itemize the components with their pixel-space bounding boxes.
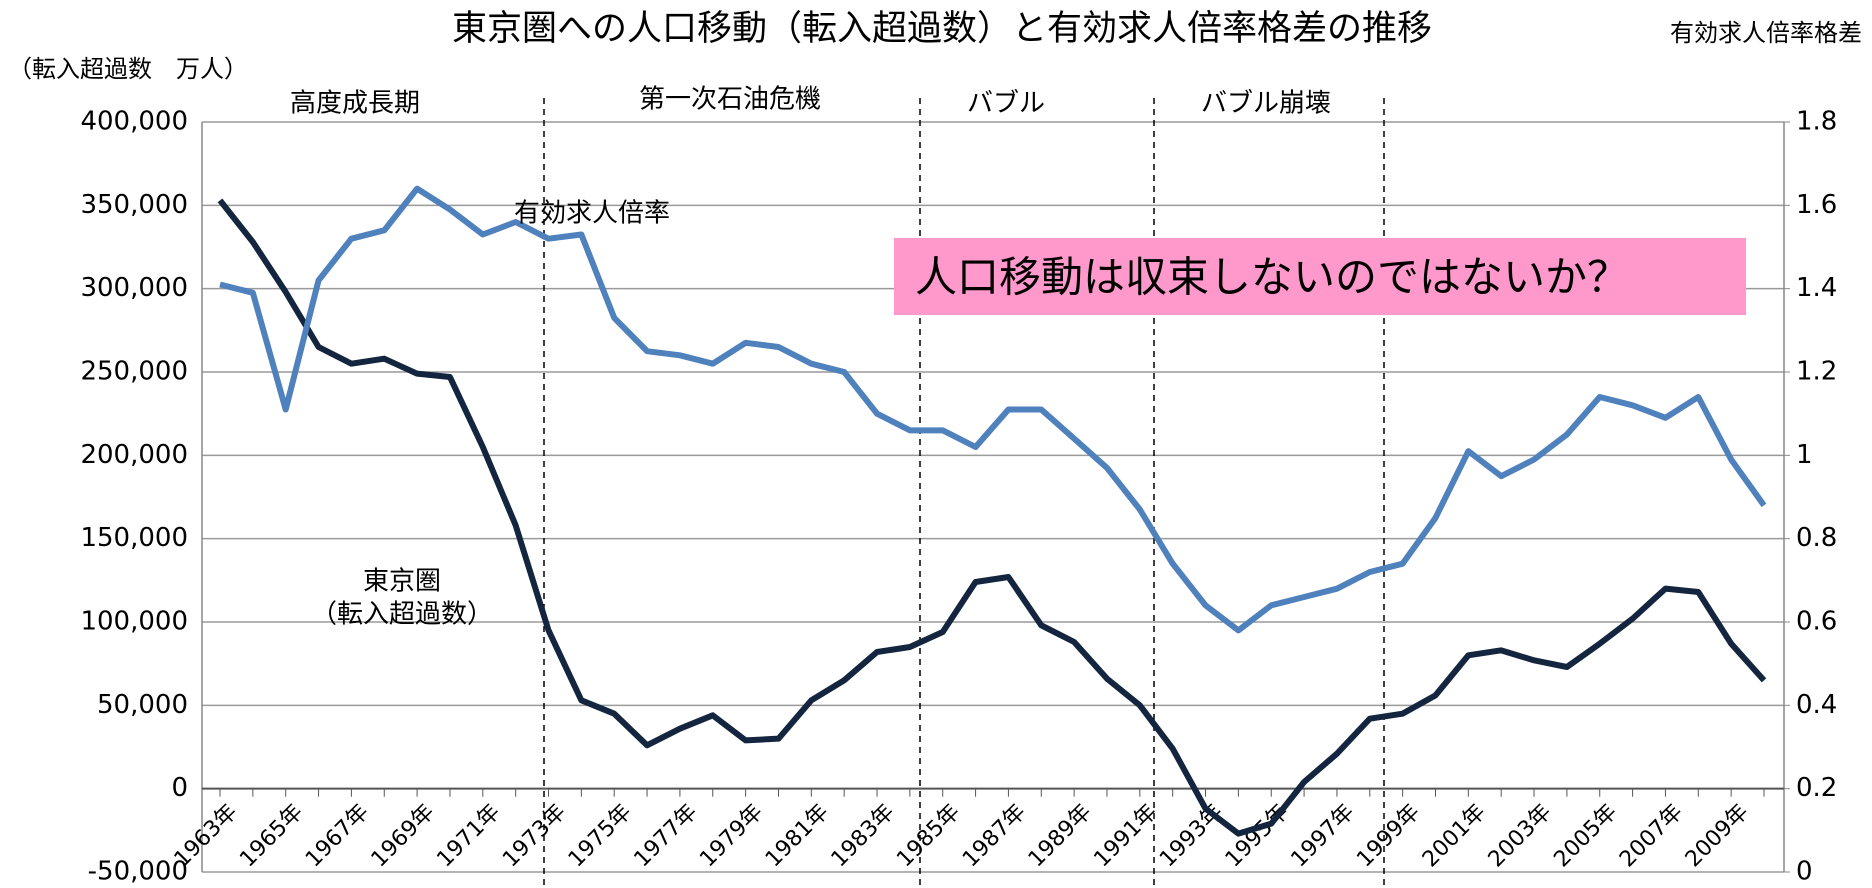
period-label: バブル <box>967 89 1045 119</box>
x-tick-label: 2003年 <box>1484 799 1557 872</box>
x-tick-label: 1991年 <box>1089 799 1162 872</box>
y2-axis-label: 有効求人倍率格差 <box>1670 19 1862 47</box>
series-line <box>219 185 1767 634</box>
callout-box <box>894 238 1746 315</box>
x-tick-label: 1963年 <box>170 799 243 872</box>
series-line <box>217 198 1767 837</box>
period-label: バブル崩壊 <box>1201 89 1331 119</box>
y2-tick-label: 0.8 <box>1796 523 1837 553</box>
y2-tick-label: 1 <box>1796 440 1813 470</box>
x-tick-label: 2001年 <box>1418 799 1491 872</box>
x-tick-label: 1969年 <box>367 799 440 872</box>
y-tick-label: 200,000 <box>80 440 188 470</box>
y2-tick-label: 1.8 <box>1796 107 1837 137</box>
grid <box>201 121 1790 873</box>
y-tick-label: 400,000 <box>80 107 188 137</box>
y2-tick-label: 0.2 <box>1796 773 1837 803</box>
y-tick-label: 50,000 <box>97 690 188 720</box>
x-tick-label: 1977年 <box>630 799 703 872</box>
y-tick-label: 250,000 <box>80 357 188 387</box>
x-tick-label: 1983年 <box>827 799 900 872</box>
x-tick-label: 2009年 <box>1681 799 1754 872</box>
y-tick-label: -50,000 <box>88 857 188 887</box>
x-tick-label: 1997年 <box>1287 799 1360 872</box>
y2-tick-label: 0.6 <box>1796 607 1837 637</box>
y2-tick-label: 0.4 <box>1796 690 1837 720</box>
period-label: 第一次石油危機 <box>639 85 821 115</box>
y-tick-label: 100,000 <box>80 607 188 637</box>
period-label: 高度成長期 <box>290 89 420 119</box>
x-tick-label: 1999年 <box>1352 799 1425 872</box>
y-tick-label: 300,000 <box>80 273 188 303</box>
y-tick-label: 350,000 <box>80 190 188 220</box>
callout-text: 人口移動は収束しないのではないか？ <box>915 253 1629 302</box>
x-tick-label: 1971年 <box>432 799 505 872</box>
x-tick-label: 2005年 <box>1549 799 1622 872</box>
x-tick-label: 1967年 <box>301 799 374 872</box>
x-tick-label: 1973年 <box>498 799 571 872</box>
y-tick-label: 150,000 <box>80 523 188 553</box>
annotation: （転入超過数） <box>311 600 493 630</box>
x-tick-label: 1993年 <box>1155 799 1228 872</box>
annotation: 有効求人倍率 <box>514 199 670 229</box>
chart-title: 東京圏への人口移動（転入超過数）と有効求人倍率格差の推移 <box>452 9 1432 49</box>
y-tick-label: 0 <box>171 773 188 803</box>
y2-tick-label: 1.2 <box>1796 357 1837 387</box>
annotation: 東京圏 <box>363 567 441 597</box>
x-tick-label: 1975年 <box>564 799 637 872</box>
x-tick-label: 1979年 <box>695 799 768 872</box>
x-tick-label: 1989年 <box>1024 799 1097 872</box>
y2-tick-label: 1.6 <box>1796 190 1837 220</box>
y2-tick-label: 0 <box>1796 857 1813 887</box>
x-tick-label: 1981年 <box>761 799 834 872</box>
y2-tick-label: 1.4 <box>1796 273 1837 303</box>
x-tick-label: 1965年 <box>235 799 308 872</box>
x-tick-label: 2007年 <box>1615 799 1688 872</box>
y-axis-label: （転入超過数 万人） <box>8 55 248 83</box>
x-tick-label: 1987年 <box>958 799 1031 872</box>
x-tick-label: 1985年 <box>892 799 965 872</box>
